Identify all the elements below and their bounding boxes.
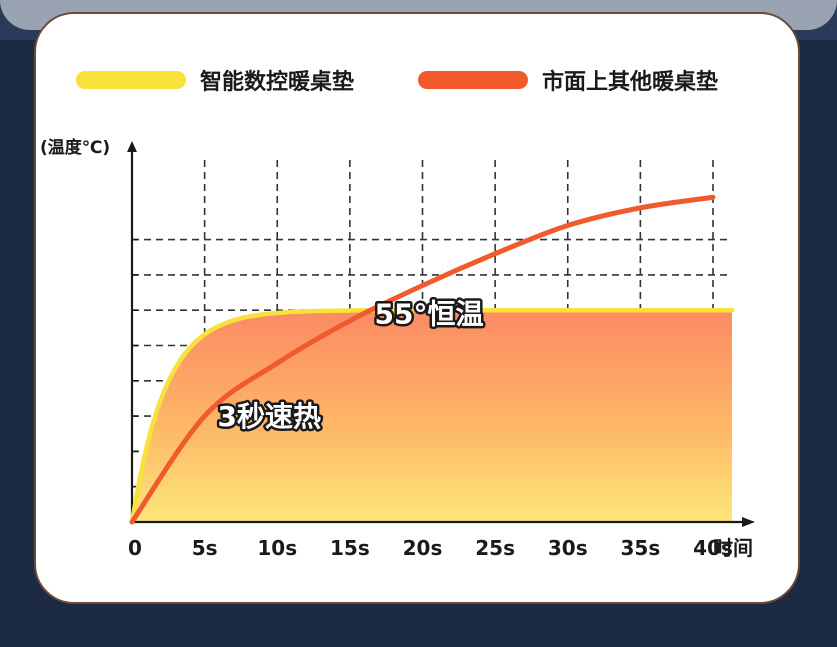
series-line-smart-mat	[129, 307, 735, 525]
series-lines	[129, 194, 735, 525]
y-axis-label: (温度℃)	[40, 137, 110, 158]
legend-label: 智能数控暖桌垫	[200, 70, 355, 95]
x-axis-arrow	[742, 517, 755, 527]
tick-labels: 0 5s 10s 15s 20s 25s 30s 35s 40s	[128, 536, 733, 560]
x-tick-label: 20s	[403, 536, 443, 560]
x-tick-label: 30s	[548, 536, 588, 560]
x-tick-label: 5s	[192, 536, 218, 560]
legend-item-smart-mat: 智能数控暖桌垫	[76, 60, 354, 100]
axes	[127, 141, 755, 527]
annotations: 3秒速热 55°恒温	[215, 295, 486, 435]
x-tick-label: 35s	[621, 536, 661, 560]
x-tick-label: 40s	[693, 536, 733, 560]
series-line-other-mats	[129, 194, 716, 525]
x-tick-label: 0	[128, 536, 142, 560]
annotation-label: 55°恒温	[375, 298, 484, 331]
legend-item-other-mats: 市面上其他暖桌垫	[418, 60, 718, 100]
x-tick-label: 15s	[330, 536, 370, 560]
annotation-label: 3秒速热	[218, 400, 321, 433]
smart-mat-area	[132, 310, 732, 522]
x-axis-label: 时间	[713, 536, 753, 560]
legend-swatch-yellow	[76, 71, 186, 89]
x-tick-label: 10s	[257, 536, 297, 560]
y-axis-arrow	[127, 141, 137, 152]
legend-label: 市面上其他暖桌垫	[542, 70, 719, 95]
legend-swatch-orange	[418, 71, 528, 89]
x-tick-label: 25s	[475, 536, 515, 560]
